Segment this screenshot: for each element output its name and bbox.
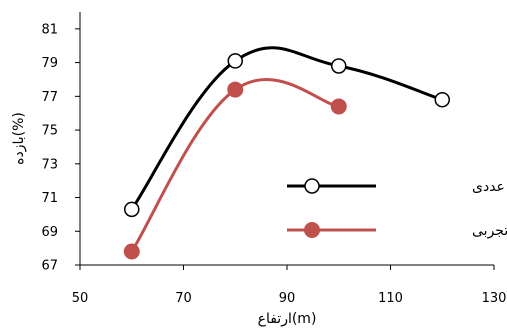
- y-tick-label: 71: [41, 191, 58, 206]
- x-tick-label: 110: [378, 291, 403, 306]
- x-tick-label: 50: [72, 291, 89, 306]
- x-tick-label: 130: [482, 291, 507, 306]
- series-layer: [123, 46, 450, 260]
- x-tick-label: 70: [175, 291, 192, 306]
- series-1-point: [331, 58, 347, 74]
- y-tick-label: 75: [41, 124, 58, 139]
- series-2-point: [330, 98, 347, 115]
- series-1-point: [124, 201, 140, 218]
- y-tick-label: 77: [41, 90, 58, 105]
- series-1-point: [227, 53, 243, 69]
- series-2-point: [227, 81, 244, 98]
- x-tick-label: 90: [279, 291, 296, 306]
- y-tick-label: 81: [41, 22, 58, 37]
- legend-label: داده تجربی: [472, 223, 507, 239]
- series-1-line: [130, 46, 444, 211]
- y-tick-label: 67: [41, 259, 58, 274]
- x-axis-title: ارتفاع(m): [258, 311, 317, 327]
- y-tick-label: 73: [41, 157, 58, 172]
- legend: داده های عددی داده تجربی: [287, 178, 507, 239]
- y-axis-title: بازده(%): [11, 112, 27, 165]
- y-tick-label: 69: [41, 225, 58, 240]
- legend-label: داده های عددی: [472, 179, 507, 195]
- legend-swatch-marker: [304, 222, 320, 238]
- ticks: 67 69 71 73 75 77 79 81 50 70 90 110 130: [41, 22, 506, 306]
- series-1-point: [434, 91, 450, 108]
- y-tick-label: 79: [41, 56, 58, 71]
- legend-swatch-marker: [304, 178, 320, 194]
- series-2-point: [123, 243, 140, 260]
